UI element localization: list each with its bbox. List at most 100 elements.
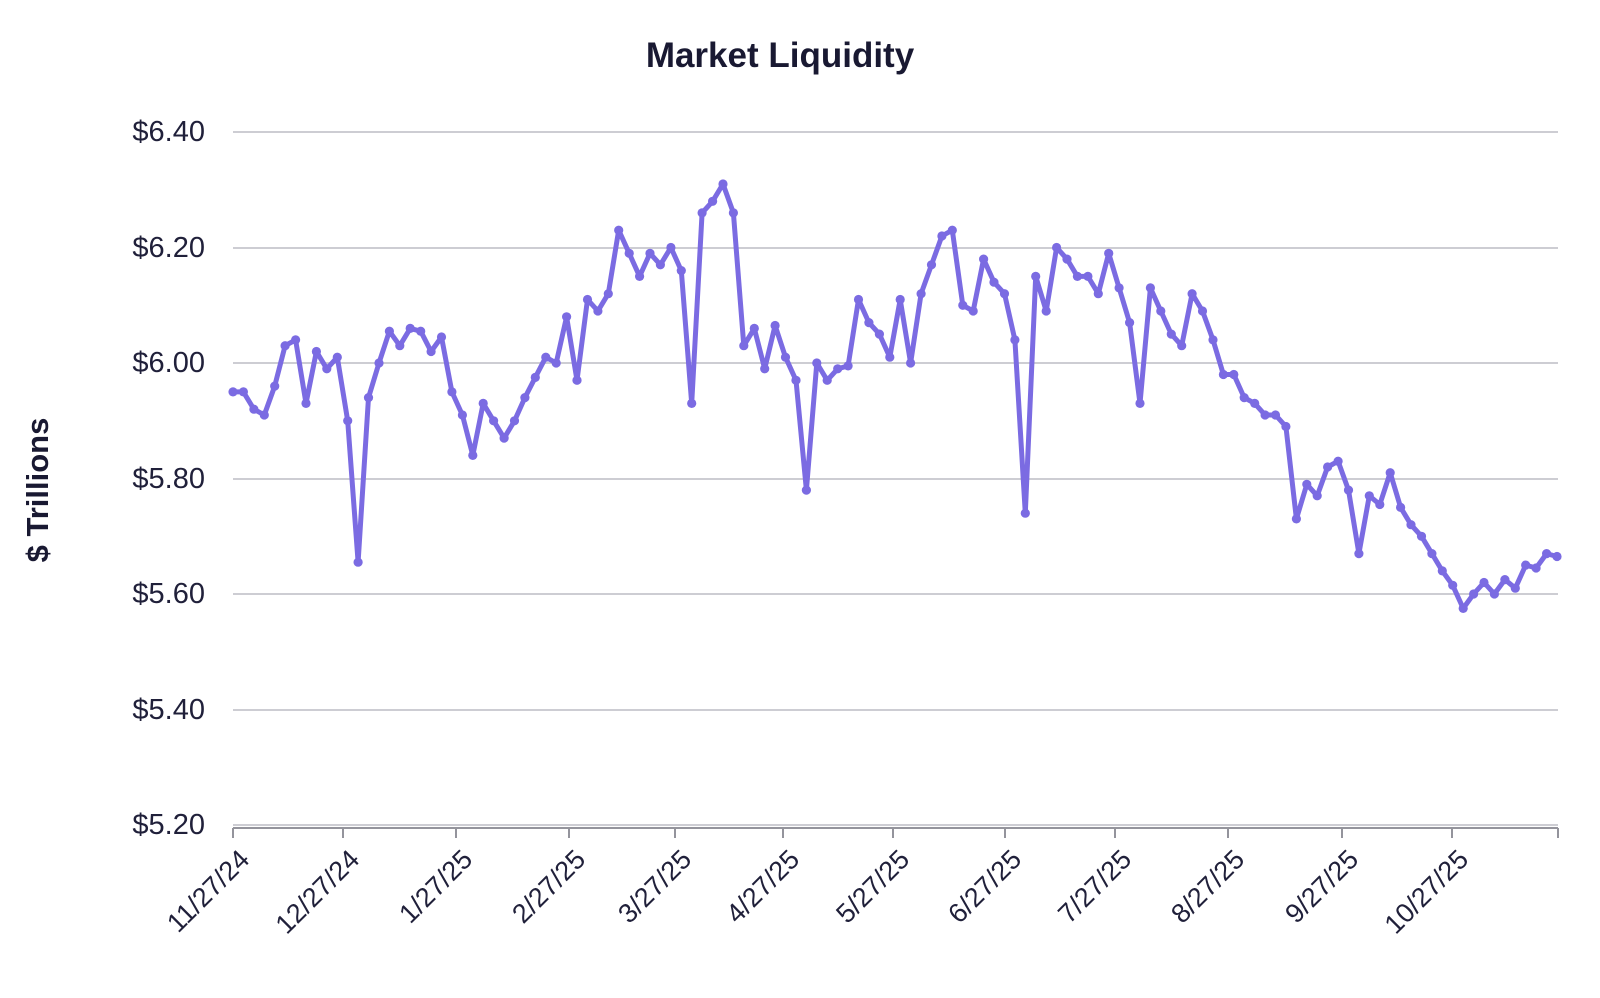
data-point <box>718 179 728 189</box>
data-point <box>603 289 613 299</box>
data-point <box>541 352 551 362</box>
x-tick-label: 8/27/25 <box>1165 844 1250 929</box>
data-point <box>332 352 342 362</box>
gridlines <box>233 131 1558 826</box>
data-point <box>301 398 311 408</box>
data-point <box>1114 283 1124 293</box>
x-tick-label: 12/27/24 <box>270 844 366 940</box>
data-point <box>1093 289 1103 299</box>
x-tick-label: 9/27/25 <box>1279 844 1364 929</box>
data-point <box>374 358 384 368</box>
data-point <box>249 404 259 414</box>
chart-title: Market Liquidity <box>646 36 915 75</box>
data-point <box>509 416 520 426</box>
data-point <box>906 358 916 368</box>
data-point <box>708 196 718 206</box>
data-point <box>1542 549 1552 559</box>
data-point <box>1281 421 1291 432</box>
data-point <box>1427 549 1437 559</box>
data-point <box>1166 329 1176 339</box>
data-point <box>1437 566 1447 576</box>
data-point <box>1208 335 1218 345</box>
data-point <box>416 326 426 336</box>
x-tick-label: 5/27/25 <box>830 844 915 929</box>
data-point <box>645 248 655 258</box>
data-point <box>363 393 374 403</box>
data-point <box>1531 563 1541 573</box>
data-point <box>1489 589 1499 599</box>
y-tick-label: $6.20 <box>132 232 205 264</box>
data-point <box>801 485 812 495</box>
data-point <box>916 289 926 299</box>
data-point <box>572 375 582 385</box>
y-tick-label: $5.20 <box>132 809 205 841</box>
data-point <box>885 352 895 362</box>
data-point <box>1072 271 1082 281</box>
y-tick-label: $6.40 <box>132 116 205 148</box>
data-point <box>780 352 791 362</box>
y-axis-labels: $6.40 $6.20 $6.00 $5.80 $5.60 $5.40 $5.2… <box>132 116 205 841</box>
data-point <box>1354 549 1364 559</box>
data-point <box>655 260 666 270</box>
data-point <box>1270 410 1281 420</box>
data-point <box>1062 254 1072 264</box>
data-point <box>687 398 697 408</box>
x-tick-label: 10/27/25 <box>1379 844 1475 940</box>
data-point <box>749 323 759 333</box>
data-point <box>322 364 332 374</box>
data-point <box>937 231 947 241</box>
x-tick-label: 1/27/25 <box>393 844 478 929</box>
data-point <box>1343 485 1354 495</box>
data-point <box>958 300 968 310</box>
data-point <box>457 410 467 420</box>
data-point <box>864 318 874 328</box>
data-point <box>343 416 353 426</box>
data-point <box>395 341 405 351</box>
data-point <box>1291 514 1301 524</box>
data-point <box>384 326 394 336</box>
data-point <box>311 346 321 357</box>
data-point <box>676 266 686 276</box>
data-point <box>270 381 280 391</box>
data-series <box>228 179 1562 614</box>
data-point <box>1250 398 1260 408</box>
data-point <box>1135 398 1145 408</box>
x-tick-label: 7/27/25 <box>1052 844 1137 929</box>
data-point <box>1197 306 1208 316</box>
data-point <box>259 410 269 420</box>
data-point <box>1479 577 1489 588</box>
y-tick-label: $5.60 <box>132 578 205 610</box>
data-point <box>280 341 290 351</box>
data-point <box>791 375 801 385</box>
data-point <box>843 361 853 371</box>
data-point <box>1177 341 1187 351</box>
y-tick-label: $6.00 <box>132 347 205 379</box>
data-point <box>1333 456 1343 466</box>
data-point <box>989 277 999 287</box>
data-point <box>447 387 457 397</box>
data-point <box>1552 551 1562 562</box>
x-axis-ticks <box>232 828 1559 838</box>
data-point <box>770 320 780 331</box>
data-point <box>426 346 436 357</box>
data-point <box>1239 393 1249 403</box>
data-point <box>1031 271 1041 281</box>
data-point <box>1052 242 1062 253</box>
data-point <box>1416 531 1427 541</box>
data-point <box>1125 318 1135 328</box>
data-point <box>1385 468 1395 478</box>
data-point <box>1406 520 1416 530</box>
data-point <box>1458 603 1468 614</box>
data-point <box>1145 283 1155 293</box>
data-point <box>1010 335 1020 345</box>
data-point <box>478 398 488 408</box>
data-point <box>1187 289 1197 299</box>
data-point <box>436 332 447 342</box>
data-point <box>853 294 864 305</box>
data-point <box>1312 491 1322 501</box>
data-point <box>1041 306 1051 316</box>
data-point <box>1469 589 1479 599</box>
data-point <box>833 364 843 374</box>
